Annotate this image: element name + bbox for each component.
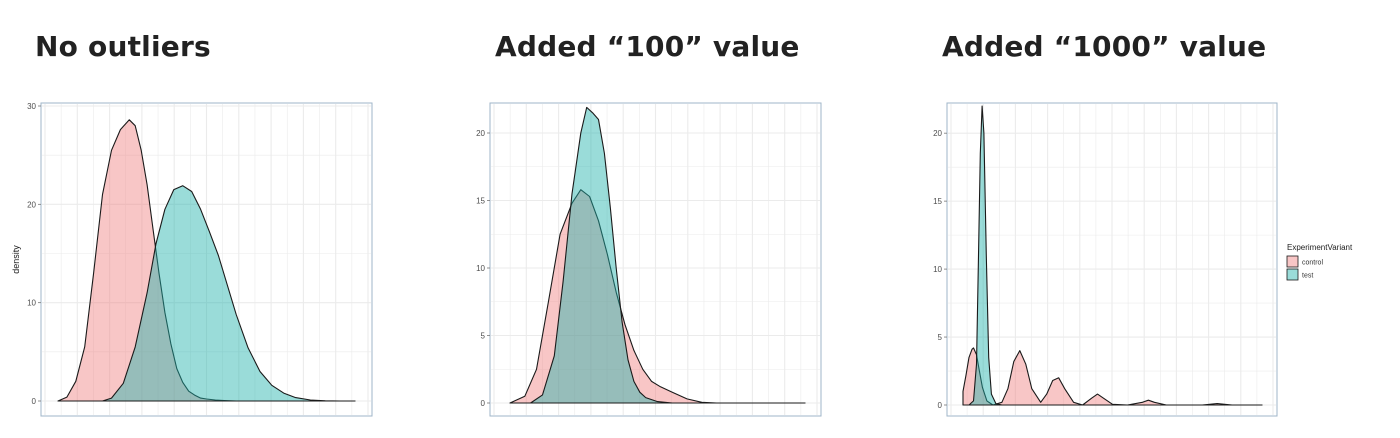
y-tick-label: 0: [481, 399, 486, 408]
y-tick-label: 20: [27, 200, 36, 209]
y-tick-label: 20: [476, 129, 485, 138]
y-tick-label: 0: [938, 401, 943, 410]
y-tick-label: 10: [933, 265, 942, 274]
y-tick-label: 5: [481, 332, 486, 341]
y-tick-label: 0: [32, 397, 37, 406]
y-tick-label: 20: [933, 129, 942, 138]
legend: ExperimentVariant control test: [1286, 243, 1353, 281]
density-area-test: [57, 185, 356, 402]
chart-panel-2: 0 5 10 15 20: [476, 102, 822, 417]
y-tick-label: 15: [476, 197, 485, 206]
density-area-test: [509, 106, 806, 404]
y-tick-label: 30: [27, 102, 36, 111]
y-tick-label: 10: [27, 299, 36, 308]
panel-title-added-100: Added “100” value: [495, 30, 800, 63]
y-tick-label: 10: [476, 264, 485, 273]
legend-key-control: [1286, 255, 1299, 268]
legend-label-control: control: [1302, 260, 1323, 267]
panel-title-no-outliers: No outliers: [35, 30, 211, 63]
y-axis-label: density: [11, 245, 21, 274]
legend-label-test: test: [1302, 273, 1313, 280]
chart-panel-1: 0 10 20 30 density: [11, 102, 373, 417]
legend-title: ExperimentVariant: [1287, 243, 1353, 252]
panel-title-added-1000: Added “1000” value: [942, 30, 1267, 63]
density-area-test: [962, 105, 1263, 406]
y-tick-label: 5: [938, 333, 943, 342]
legend-key-test: [1286, 268, 1299, 281]
y-tick-label: 15: [933, 197, 942, 206]
chart-panel-3: 0 5 10 15 20 ExperimentVariant control test: [933, 102, 1353, 417]
